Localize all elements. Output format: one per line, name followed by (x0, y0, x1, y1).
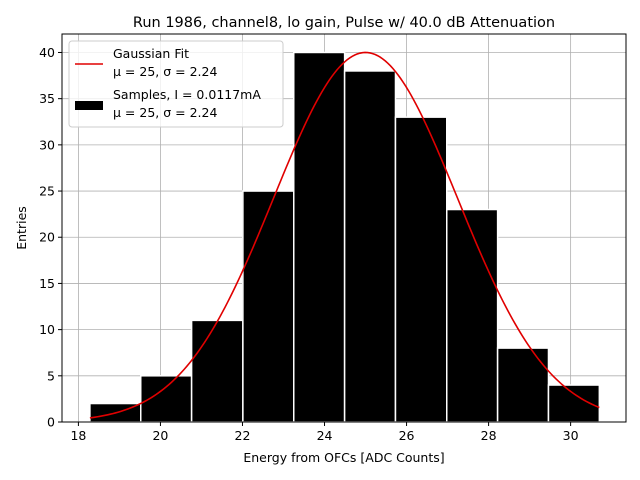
histogram-bar (190, 319, 244, 423)
histogram-bar (343, 70, 397, 423)
x-tick-label: 26 (399, 428, 415, 443)
y-tick-label: 15 (39, 276, 55, 291)
legend-samples-params: μ = 25, σ = 2.24 (113, 105, 217, 120)
y-tick-label: 25 (39, 184, 55, 199)
x-tick-label: 24 (317, 428, 333, 443)
plot-frame (61, 33, 627, 423)
histogram-bar (242, 190, 295, 423)
x-tick-label: 20 (152, 428, 168, 443)
x-axis-label: Energy from OFCs [ADC Counts] (243, 450, 444, 465)
x-tick-label: 18 (70, 428, 86, 443)
y-tick-label: 40 (39, 45, 55, 60)
y-tick-label: 30 (39, 137, 55, 152)
legend-samples-swatch (75, 101, 103, 110)
x-tick-label: 30 (563, 428, 579, 443)
legend: Gaussian Fit μ = 25, σ = 2.24 Samples, I… (68, 40, 284, 128)
y-axis-ticks: 0 5 10 15 20 25 30 35 40 (39, 45, 62, 430)
x-axis-ticks: 18 20 22 24 26 28 30 (70, 422, 579, 443)
y-tick-label: 35 (39, 91, 55, 106)
legend-samples-label: Samples, I = 0.0117mA (113, 87, 261, 102)
y-axis-label: Entries (14, 206, 29, 250)
histogram-bar (293, 51, 346, 423)
x-tick-label: 22 (235, 428, 251, 443)
legend-fit-label: Gaussian Fit (113, 46, 189, 61)
y-tick-label: 10 (39, 322, 55, 337)
legend-box (68, 40, 284, 128)
gaussian-fit-line (89, 51, 600, 419)
y-tick-label: 0 (47, 415, 55, 430)
histogram-bar (446, 208, 499, 423)
histogram-bars (89, 51, 601, 423)
y-tick-label: 20 (39, 230, 55, 245)
chart-title: Run 1986, channel8, lo gain, Pulse w/ 40… (133, 15, 555, 31)
legend-fit-params: μ = 25, σ = 2.24 (113, 64, 217, 79)
histogram-bar (496, 347, 550, 423)
y-tick-label: 5 (47, 368, 55, 383)
histogram-bar (394, 116, 448, 423)
x-tick-label: 28 (481, 428, 497, 443)
